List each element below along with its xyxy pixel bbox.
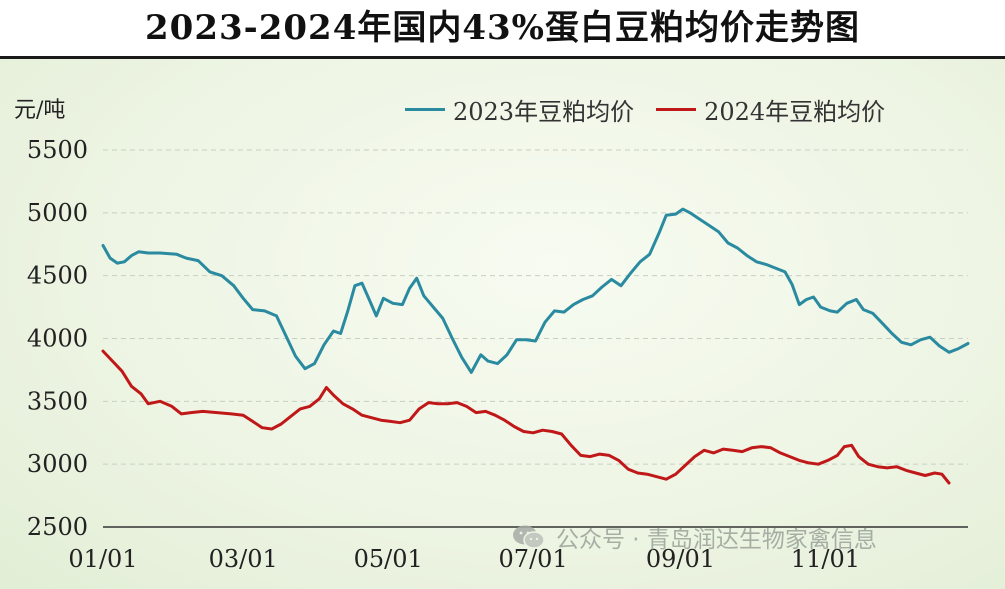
legend-item-2023: 2023年豆粕均价 xyxy=(405,92,634,127)
series-line-1 xyxy=(101,349,951,485)
y-tick-4500: 4500 xyxy=(27,262,88,290)
y-tick-5000: 5000 xyxy=(27,199,88,227)
x-tick-09-01: 09/01 xyxy=(646,545,715,573)
x-tick-07-01: 07/01 xyxy=(499,545,568,573)
y-tick-5500: 5500 xyxy=(27,136,88,164)
x-tick-11-01: 11/01 xyxy=(791,545,860,573)
y-tick-2500: 2500 xyxy=(27,513,88,541)
legend-swatch-2024 xyxy=(656,107,697,111)
grid-lines xyxy=(103,149,968,528)
series-lines xyxy=(101,207,970,485)
y-tick-3500: 3500 xyxy=(27,387,88,415)
x-tick-03-01: 03/01 xyxy=(209,545,278,573)
watermark: 公众号 · 青岛润达生物家禽信息 xyxy=(512,520,877,554)
x-tick-05-01: 05/01 xyxy=(354,545,423,573)
legend-label-2023: 2023年豆粕均价 xyxy=(453,97,635,126)
legend-label-2024: 2024年豆粕均价 xyxy=(704,97,886,126)
watermark-text: 公众号 · 青岛润达生物家禽信息 xyxy=(556,527,877,553)
y-axis-unit-label: 元/吨 xyxy=(14,98,66,123)
legend-swatch-2023 xyxy=(405,107,445,111)
chart-title: 2023-2024年国内43%蛋白豆粕均价走势图 xyxy=(0,0,1005,59)
legend: 2023年豆粕均价 2024年豆粕均价 xyxy=(405,92,907,126)
y-tick-4000: 4000 xyxy=(27,325,88,353)
y-tick-3000: 3000 xyxy=(27,450,88,478)
x-tick-labels: 01/01 03/01 05/01 07/01 09/01 11/01 xyxy=(68,545,860,573)
series-line-0 xyxy=(101,207,970,374)
x-tick-01-01: 01/01 xyxy=(68,545,137,573)
legend-item-2024: 2024年豆粕均价 xyxy=(656,92,885,127)
wechat-icon xyxy=(513,525,545,549)
y-tick-labels: 2500 3000 3500 4000 4500 5000 5500 xyxy=(27,136,88,541)
